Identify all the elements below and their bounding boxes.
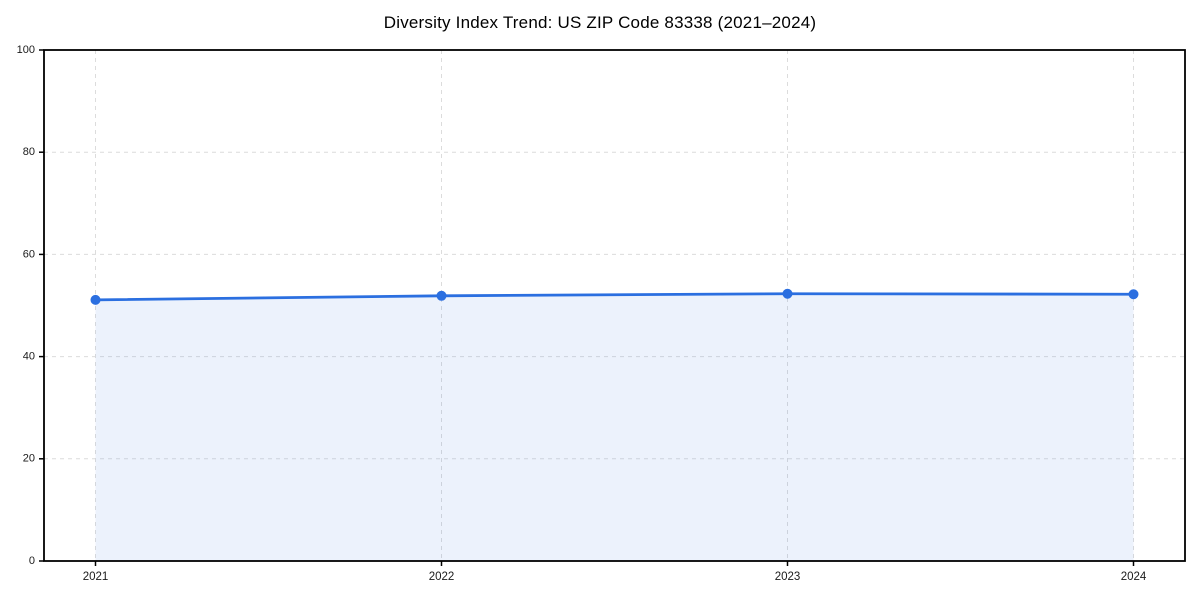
y-tick-label: 80 — [23, 146, 35, 158]
series-line — [94, 292, 1135, 302]
data-point-marker — [90, 294, 101, 305]
x-tick-label: 2021 — [83, 571, 109, 583]
y-tick-label: 0 — [29, 555, 35, 567]
y-tick-label: 100 — [17, 44, 35, 56]
x-tick-label: 2023 — [775, 571, 801, 583]
data-point-marker — [1128, 289, 1139, 300]
x-tick-label: 2024 — [1121, 571, 1147, 583]
series-area — [95, 293, 1134, 561]
chart-title: Diversity Index Trend: US ZIP Code 83338… — [383, 13, 817, 32]
y-tick-label: 60 — [23, 248, 35, 260]
data-point-marker — [436, 290, 447, 301]
y-tick-label: 20 — [23, 453, 35, 465]
data-point-marker — [782, 288, 793, 299]
plot-frame — [43, 49, 1186, 562]
y-tick-label: 40 — [23, 351, 35, 363]
x-tick-label: 2022 — [429, 571, 455, 583]
